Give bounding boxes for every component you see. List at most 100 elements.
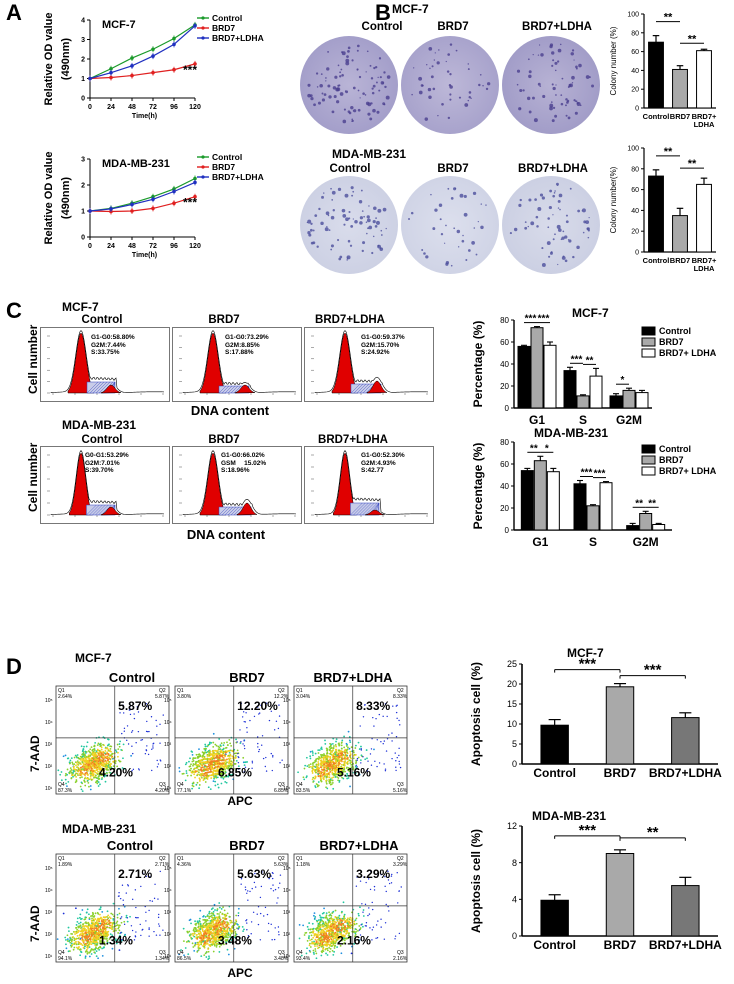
event-dot <box>204 924 207 927</box>
colony <box>377 244 382 249</box>
event-dot <box>220 937 222 940</box>
event-dot <box>162 714 164 716</box>
event-dot <box>220 749 223 752</box>
colony <box>321 195 324 199</box>
event-dot <box>199 940 201 942</box>
colony <box>321 98 326 102</box>
event-dot <box>90 746 93 749</box>
event-dot <box>325 747 328 750</box>
event-dot <box>122 743 125 746</box>
colony <box>450 197 454 200</box>
colony <box>347 110 351 113</box>
flow-plots-mcf7: Q12.64%Q25.87%Q487.3%Q34.20%5.87%4.20%10… <box>45 685 408 795</box>
event-dot <box>208 935 210 938</box>
event-dot <box>195 934 198 936</box>
event-dot <box>95 756 98 759</box>
event-dot <box>398 719 400 722</box>
event-dot <box>216 925 219 928</box>
event-dot <box>111 928 113 930</box>
event-dot <box>93 770 96 773</box>
s-phase-hatch <box>359 383 370 394</box>
colony <box>445 262 449 266</box>
colony <box>373 206 377 211</box>
y-tick-label: 60 <box>631 49 639 56</box>
event-dot <box>350 952 353 955</box>
event-dot <box>181 772 184 775</box>
event-dot <box>117 926 120 929</box>
event-dot <box>215 755 218 758</box>
colony <box>551 83 554 86</box>
event-dot <box>207 744 210 747</box>
colony <box>539 85 542 87</box>
event-dot <box>77 768 80 770</box>
event-dot <box>114 938 117 941</box>
colony <box>334 75 338 79</box>
event-dot <box>240 878 243 880</box>
colony <box>537 54 540 56</box>
event-dot <box>270 923 272 926</box>
event-dot <box>192 764 194 767</box>
event-dot <box>208 957 211 960</box>
event-dot <box>79 772 81 775</box>
event-dot <box>209 928 212 931</box>
event-dot <box>81 750 84 753</box>
event-dot <box>70 777 73 780</box>
event-dot <box>88 761 90 764</box>
colony <box>573 99 576 102</box>
event-dot <box>313 912 316 915</box>
event-dot <box>349 785 351 788</box>
legend-label: Control <box>212 152 242 162</box>
event-dot <box>216 909 219 912</box>
event-dot <box>200 760 202 762</box>
colony <box>453 227 456 230</box>
event-dot <box>135 931 137 933</box>
colony <box>569 83 573 88</box>
event-dot <box>332 772 335 775</box>
event-dot <box>101 918 104 921</box>
colony <box>471 241 475 245</box>
event-dot <box>79 930 82 933</box>
colony <box>559 43 562 46</box>
event-dot <box>201 934 204 937</box>
event-dot <box>129 713 132 716</box>
event-dot <box>198 917 201 920</box>
data-point <box>151 47 155 52</box>
event-dot <box>281 759 283 761</box>
event-dot <box>207 924 210 927</box>
histogram-outline <box>50 450 165 515</box>
event-dot <box>65 947 68 950</box>
event-dot <box>102 754 105 757</box>
event-dot <box>240 883 242 885</box>
event-dot <box>217 765 219 768</box>
event-dot <box>196 774 199 777</box>
event-dot <box>92 752 95 755</box>
event-dot <box>210 926 212 929</box>
event-dot <box>133 713 135 715</box>
event-dot <box>340 744 343 747</box>
event-dot <box>314 769 317 771</box>
event-dot <box>152 742 155 744</box>
event-dot <box>210 919 213 922</box>
quadrant-name: Q2 <box>159 688 166 694</box>
event-dot <box>184 947 187 949</box>
b-col-brd7-ldha: BRD7+LDHA <box>522 21 592 33</box>
event-dot <box>95 780 98 782</box>
event-dot <box>178 766 181 769</box>
quadrant-name: Q4 <box>58 950 65 956</box>
event-dot <box>111 934 114 937</box>
event-dot <box>221 767 223 770</box>
colony <box>337 187 342 191</box>
event-dot <box>95 955 98 958</box>
event-dot <box>225 941 228 944</box>
event-dot <box>158 913 160 916</box>
event-dot <box>229 773 232 776</box>
event-dot <box>104 750 107 752</box>
event-dot <box>79 776 82 779</box>
event-dot <box>93 762 96 765</box>
event-dot <box>265 756 267 759</box>
event-dot <box>338 914 341 917</box>
event-dot <box>86 908 89 911</box>
q2-percentage: 12.20% <box>237 699 278 713</box>
event-dot <box>192 770 195 773</box>
event-dot <box>328 760 331 763</box>
